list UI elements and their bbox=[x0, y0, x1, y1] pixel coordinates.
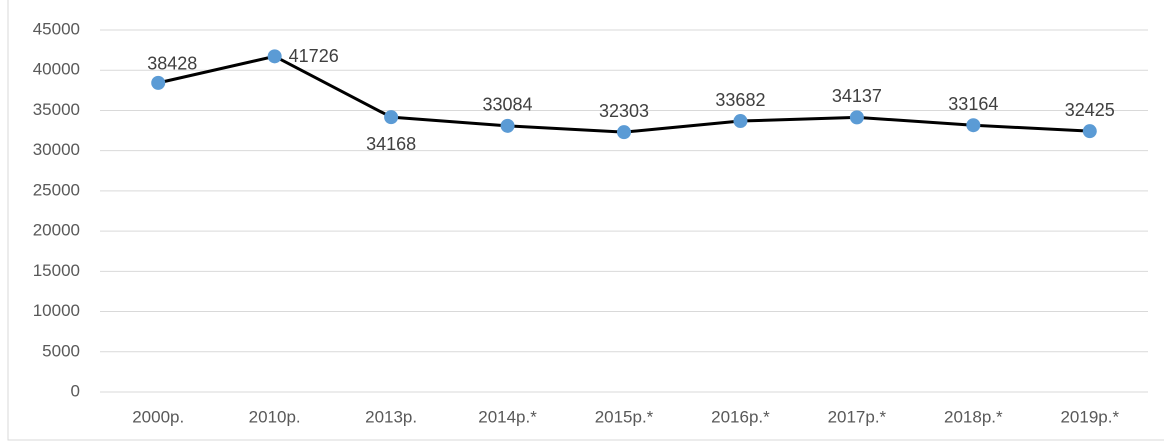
marker bbox=[384, 110, 399, 125]
data-label: 33164 bbox=[948, 94, 998, 114]
marker bbox=[151, 75, 166, 90]
data-label: 33682 bbox=[715, 90, 765, 110]
y-tick-label: 20000 bbox=[33, 221, 80, 240]
y-tick-label: 25000 bbox=[33, 180, 80, 199]
data-label: 32425 bbox=[1065, 100, 1115, 120]
y-tick-label: 5000 bbox=[42, 341, 80, 360]
data-label: 41726 bbox=[289, 46, 339, 66]
x-tick-label: 2000р. bbox=[132, 407, 184, 426]
marker bbox=[733, 114, 748, 129]
data-label: 33084 bbox=[483, 95, 533, 115]
y-tick-label: 30000 bbox=[33, 140, 80, 159]
y-tick-label: 40000 bbox=[33, 60, 80, 79]
x-tick-label: 2015р.* bbox=[595, 407, 654, 426]
x-tick-label: 2018р.* bbox=[944, 407, 1003, 426]
y-tick-label: 15000 bbox=[33, 261, 80, 280]
data-label: 32303 bbox=[599, 101, 649, 121]
x-tick-label: 2016р.* bbox=[711, 407, 770, 426]
marker bbox=[267, 49, 282, 64]
marker bbox=[500, 118, 515, 133]
data-label: 34168 bbox=[366, 134, 416, 154]
x-tick-label: 2019р.* bbox=[1060, 407, 1119, 426]
marker bbox=[1082, 124, 1097, 139]
x-tick-label: 2010р. bbox=[249, 407, 301, 426]
data-label: 38428 bbox=[147, 54, 197, 74]
x-tick-label: 2014р.* bbox=[478, 407, 537, 426]
y-tick-label: 45000 bbox=[33, 19, 80, 38]
marker bbox=[617, 125, 631, 140]
y-tick-label: 0 bbox=[71, 381, 80, 400]
x-tick-label: 2013р. bbox=[365, 407, 417, 426]
data-label: 34137 bbox=[832, 86, 882, 106]
y-tick-label: 10000 bbox=[33, 301, 80, 320]
marker bbox=[849, 110, 864, 125]
marker bbox=[966, 118, 981, 133]
y-tick-label: 35000 bbox=[33, 100, 80, 119]
x-tick-label: 2017р.* bbox=[828, 407, 887, 426]
chart-frame bbox=[7, 0, 1164, 441]
